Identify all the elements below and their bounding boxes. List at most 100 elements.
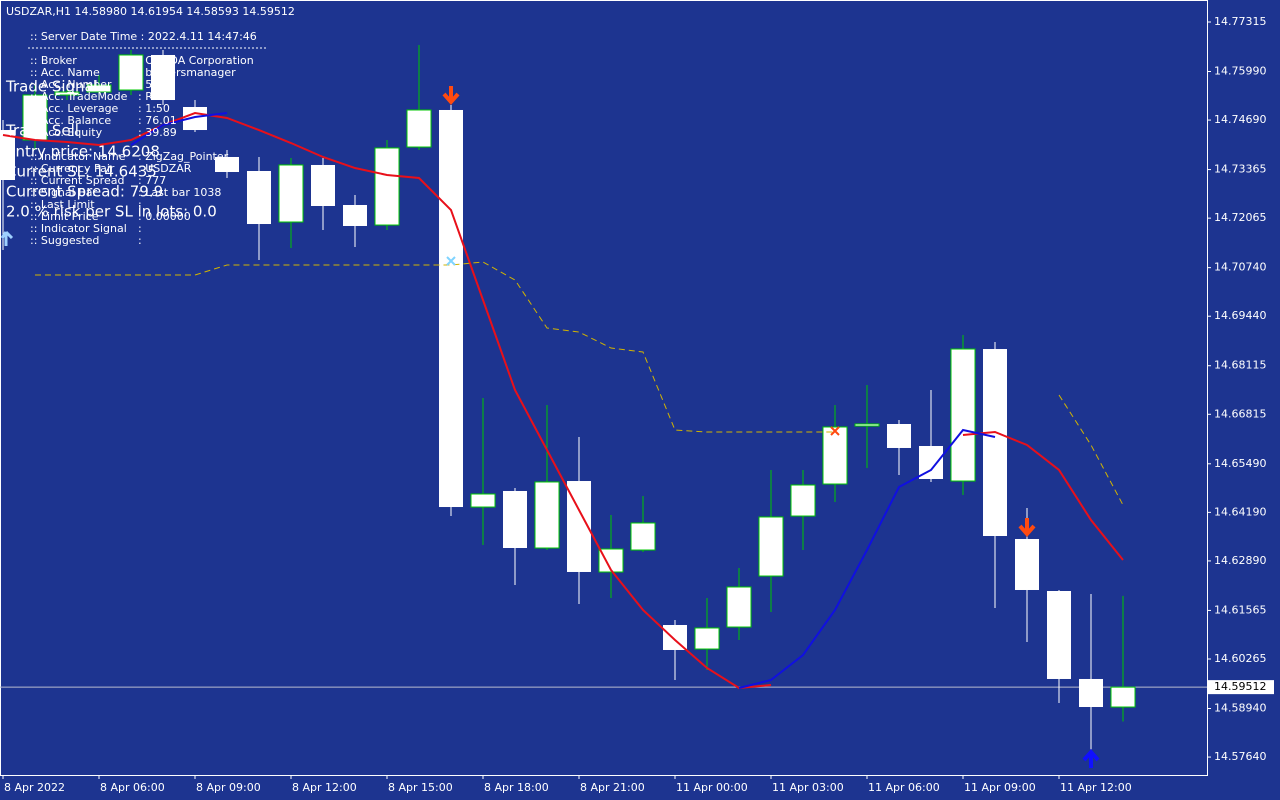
x-tick-label: 8 Apr 09:00: [196, 781, 261, 794]
candle-body: [726, 586, 752, 628]
candle-body: [0, 130, 15, 181]
candle-body: [374, 147, 400, 226]
candle-body: [854, 423, 880, 427]
indicator-line: [130, 112, 228, 146]
panel-key: :: Current Spread: [30, 174, 124, 187]
candle-body: [790, 484, 816, 517]
sell-arrow: [1018, 518, 1036, 538]
candle-body: [118, 54, 144, 91]
panel-value: : ZigZag_Pointer: [138, 150, 229, 163]
y-tick-label: 14.58940: [1214, 701, 1267, 714]
x-tick-label: 8 Apr 21:00: [580, 781, 645, 794]
y-tick-label: 14.64190: [1214, 505, 1267, 518]
candle-body: [86, 84, 112, 93]
panel-key: :: Acc. TradeMode: [30, 90, 128, 103]
candle-body: [311, 164, 335, 207]
panel-value: : 55: [138, 78, 159, 91]
candle-body: [439, 109, 463, 508]
y-tick-label: 14.73365: [1214, 163, 1267, 176]
panel-key: :: Indicator Signal: [30, 222, 127, 235]
y-tick-label: 14.65490: [1214, 457, 1267, 470]
candle-body: [183, 106, 207, 131]
candle-body: [1015, 538, 1039, 590]
trade-text: Entry price: 14.6208: [6, 143, 160, 161]
y-tick-label: 14.61565: [1214, 603, 1267, 616]
panel-key: :: Signal Bar: [30, 186, 97, 199]
candle-body: [278, 164, 304, 223]
server-time: :: Server Date Time : 2022.4.11 14:47:46: [30, 30, 257, 43]
panel-value: :: [138, 222, 142, 235]
candle-body: [758, 516, 784, 577]
trade-text: Trade Signal: [5, 78, 98, 96]
y-tick-label: 14.70740: [1214, 261, 1267, 274]
cross-marker: [830, 426, 840, 436]
candle-body: [503, 490, 527, 548]
trade-text: Current Spread: 79.9: [6, 183, 163, 201]
y-tick-label: 14.68115: [1214, 359, 1267, 372]
candle-body: [406, 109, 432, 148]
y-tick-label: 14.74690: [1214, 113, 1267, 126]
trade-text: Current SL: 14.6435: [6, 163, 157, 181]
candle-body: [247, 170, 271, 225]
x-tick-label: 11 Apr 12:00: [1060, 781, 1132, 794]
panel-key: :: Indicator Name: [30, 150, 126, 163]
panel-value: : brokersmanager: [138, 66, 236, 79]
candle-body: [1079, 678, 1103, 708]
y-tick-label: 14.77315: [1214, 15, 1267, 28]
signal-markers: [0, 86, 1100, 768]
x-tick-label: 8 Apr 12:00: [292, 781, 357, 794]
indicator-line: [738, 428, 996, 689]
candle-body: [1110, 686, 1136, 708]
last-price-label: 14.59512: [1214, 680, 1267, 693]
panel-key: :: Acc. Name: [30, 66, 100, 79]
indicator-line: [1058, 394, 1124, 506]
candle-body: [151, 54, 175, 101]
candle-body: [694, 627, 720, 650]
x-tick-label: 11 Apr 00:00: [676, 781, 748, 794]
candle-body: [54, 91, 80, 96]
indicator-line: [35, 261, 835, 433]
panel-key: :: Suggested: [30, 234, 99, 247]
candle-body: [470, 493, 496, 508]
panel-key: :: Acc. Balance: [30, 114, 111, 127]
candle-body: [598, 548, 624, 573]
panel-key: :: Acc. Number: [30, 78, 112, 91]
cross-marker: [446, 256, 456, 266]
panel-value: :: [138, 234, 142, 247]
y-tick-label: 14.62890: [1214, 554, 1267, 567]
y-tick-label: 14.57640: [1214, 750, 1267, 763]
x-tick-label: 8 Apr 15:00: [388, 781, 453, 794]
y-tick-label: 14.69440: [1214, 309, 1267, 322]
indicator-line: [962, 430, 1124, 561]
y-tick-label: 14.66815: [1214, 407, 1267, 420]
buy-arrow: [1082, 748, 1100, 768]
panel-value: : USDZAR: [138, 162, 192, 175]
panel-key: :: Limit Price: [30, 210, 99, 223]
y-tick-label: 14.75990: [1214, 65, 1267, 78]
candle-body: [215, 156, 239, 173]
panel-key: :: Acc. Leverage: [30, 102, 119, 115]
panel-value: : Last bar 1038: [138, 186, 221, 199]
panel-value: : 76.01: [138, 114, 177, 127]
panel-key: :: Last Limit: [30, 198, 95, 211]
x-tick-label: 8 Apr 06:00: [100, 781, 165, 794]
sell-arrow: [442, 86, 460, 106]
panel-value: : 1:50: [138, 102, 170, 115]
panel-value: : 39.89: [138, 126, 177, 139]
panel-key: :: Acc. Equity: [30, 126, 103, 139]
info-overlay: :: Server Date Time : 2022.4.11 14:47:46…: [5, 30, 268, 247]
y-tick-label: 14.60265: [1214, 652, 1267, 665]
trade-text: Trade Sell: [5, 122, 79, 140]
panel-value: : OANDA Corporation: [138, 54, 254, 67]
panel-value: : 0.00000: [138, 210, 191, 223]
candle-body: [630, 522, 656, 551]
candle-body: [534, 481, 560, 549]
candle-body: [1047, 591, 1071, 679]
x-tick-label: 11 Apr 03:00: [772, 781, 844, 794]
panel-value: :: [138, 198, 142, 211]
candle-body: [983, 349, 1007, 537]
buy-arrow: [0, 230, 14, 246]
x-tick-label: 8 Apr 18:00: [484, 781, 549, 794]
